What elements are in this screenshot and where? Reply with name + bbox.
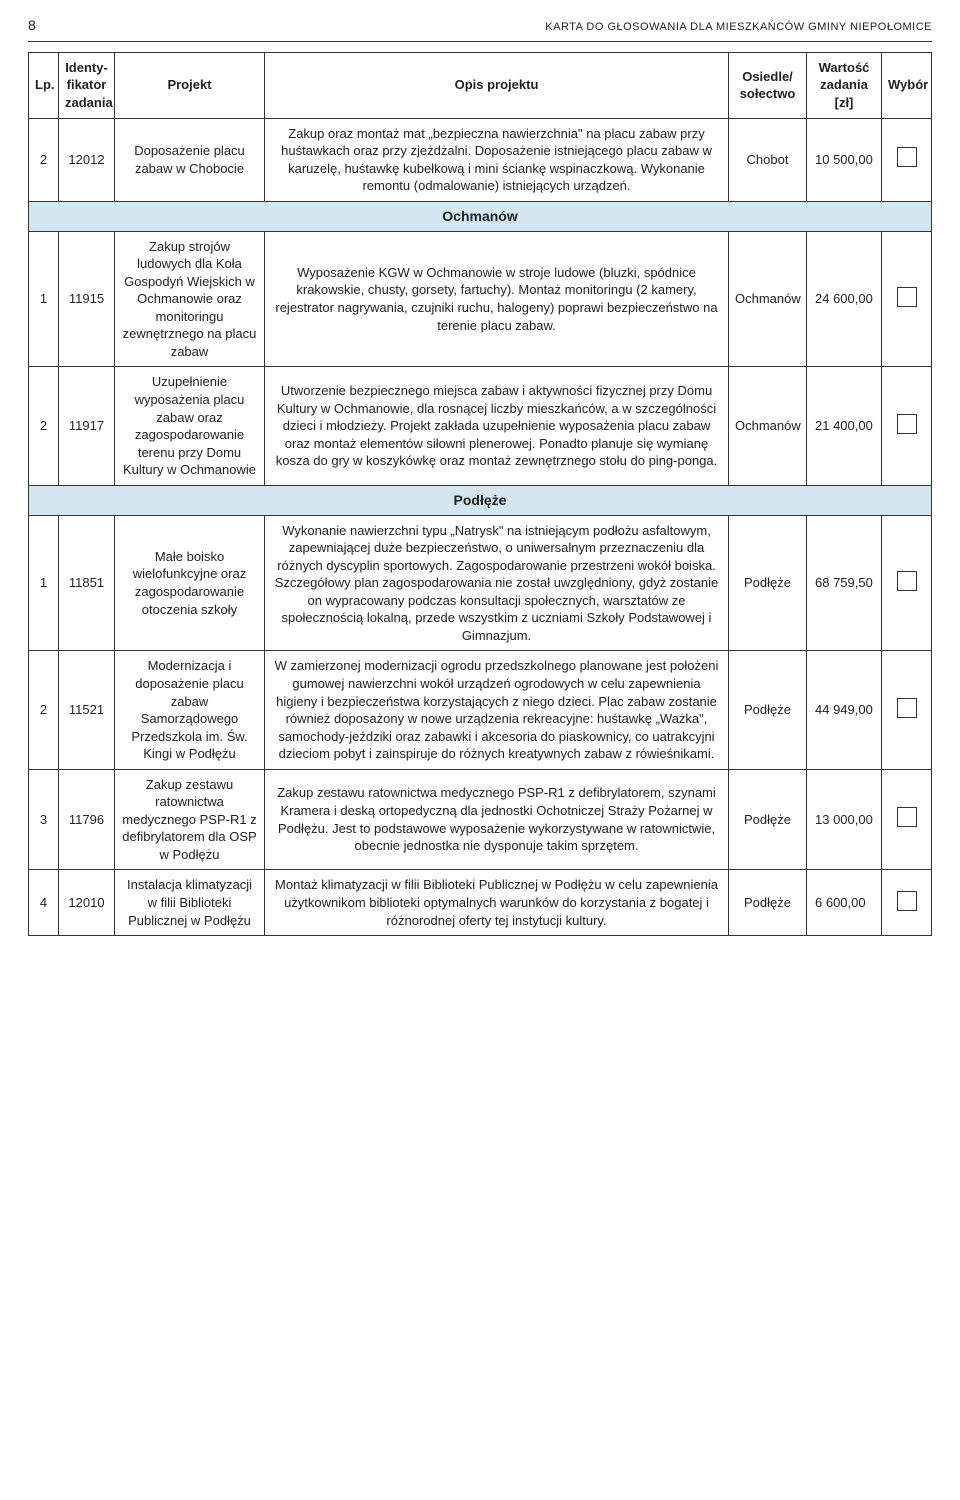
vote-checkbox[interactable] [897,698,917,718]
cell-wartosc: 44 949,00 [807,651,882,769]
cell-id: 11915 [59,231,115,367]
vote-checkbox[interactable] [897,571,917,591]
vote-checkbox[interactable] [897,807,917,827]
cell-lp: 3 [29,769,59,870]
cell-wybor [882,231,932,367]
cell-opis: Utworzenie bezpiecznego miejsca zabaw i … [265,367,729,485]
vote-checkbox[interactable] [897,287,917,307]
col-wybor: Wybór [882,52,932,118]
table-row: 1 11915 Zakup strojów ludowych dla Koła … [29,231,932,367]
cell-opis: Montaż klimatyzacji w filii Biblioteki P… [265,870,729,936]
table-row: 1 11851 Małe boisko wielofunkcyjne oraz … [29,515,932,651]
cell-wybor [882,769,932,870]
cell-projekt: Uzupełnienie wyposażenia placu zabaw ora… [115,367,265,485]
col-wartosc: Wartość zadania [zł] [807,52,882,118]
cell-id: 11917 [59,367,115,485]
cell-osiedle: Chobot [729,118,807,201]
cell-id: 12012 [59,118,115,201]
col-osiedle: Osiedle/ sołectwo [729,52,807,118]
cell-opis: Wyposażenie KGW w Ochmanowie w stroje lu… [265,231,729,367]
cell-osiedle: Podłęże [729,769,807,870]
cell-wartosc: 10 500,00 [807,118,882,201]
cell-opis: Zakup oraz montaż mat „bezpieczna nawier… [265,118,729,201]
table-row: 4 12010 Instalacja klimatyzacji w filii … [29,870,932,936]
col-projekt: Projekt [115,52,265,118]
document-title: KARTA DO GŁOSOWANIA DLA MIESZKAŃCÓW GMIN… [545,20,932,35]
section-label: Ochmanów [29,201,932,231]
cell-wartosc: 21 400,00 [807,367,882,485]
vote-checkbox[interactable] [897,414,917,434]
cell-wartosc: 6 600,00 [807,870,882,936]
vote-checkbox[interactable] [897,147,917,167]
cell-lp: 1 [29,231,59,367]
cell-lp: 4 [29,870,59,936]
cell-id: 11796 [59,769,115,870]
cell-lp: 2 [29,118,59,201]
cell-wartosc: 24 600,00 [807,231,882,367]
cell-osiedle: Podłęże [729,651,807,769]
cell-osiedle: Podłęże [729,870,807,936]
section-row-ochmanow: Ochmanów [29,201,932,231]
cell-osiedle: Ochmanów [729,231,807,367]
table-header-row: Lp. Identy-fikator zadania Projekt Opis … [29,52,932,118]
header-rule [28,41,932,42]
cell-lp: 1 [29,515,59,651]
section-row-podleze: Podłęże [29,485,932,515]
cell-wartosc: 13 000,00 [807,769,882,870]
cell-lp: 2 [29,651,59,769]
cell-opis: Wykonanie nawierzchni typu „Natrysk" na … [265,515,729,651]
cell-projekt: Doposażenie placu zabaw w Chobocie [115,118,265,201]
section-label: Podłęże [29,485,932,515]
cell-wybor [882,515,932,651]
table-row: 3 11796 Zakup zestawu ratownictwa medycz… [29,769,932,870]
col-lp: Lp. [29,52,59,118]
voting-table: Lp. Identy-fikator zadania Projekt Opis … [28,52,932,936]
cell-projekt: Małe boisko wielofunkcyjne oraz zagospod… [115,515,265,651]
cell-projekt: Instalacja klimatyzacji w filii Bibliote… [115,870,265,936]
col-opis: Opis projektu [265,52,729,118]
cell-id: 12010 [59,870,115,936]
cell-id: 11851 [59,515,115,651]
vote-checkbox[interactable] [897,891,917,911]
table-row: 2 12012 Doposażenie placu zabaw w Choboc… [29,118,932,201]
cell-wybor [882,870,932,936]
cell-projekt: Zakup zestawu ratownictwa medycznego PSP… [115,769,265,870]
cell-opis: Zakup zestawu ratownictwa medycznego PSP… [265,769,729,870]
table-row: 2 11917 Uzupełnienie wyposażenia placu z… [29,367,932,485]
page-number: 8 [28,16,36,35]
cell-id: 11521 [59,651,115,769]
cell-osiedle: Podłęże [729,515,807,651]
col-id: Identy-fikator zadania [59,52,115,118]
cell-wybor [882,118,932,201]
page-header: 8 KARTA DO GŁOSOWANIA DLA MIESZKAŃCÓW GM… [28,16,932,35]
cell-opis: W zamierzonej modernizacji ogrodu przeds… [265,651,729,769]
cell-wybor [882,651,932,769]
cell-projekt: Zakup strojów ludowych dla Koła Gospodyń… [115,231,265,367]
cell-osiedle: Ochmanów [729,367,807,485]
cell-wybor [882,367,932,485]
cell-projekt: Modernizacja i doposażenie placu zabaw S… [115,651,265,769]
cell-wartosc: 68 759,50 [807,515,882,651]
cell-lp: 2 [29,367,59,485]
table-row: 2 11521 Modernizacja i doposażenie placu… [29,651,932,769]
